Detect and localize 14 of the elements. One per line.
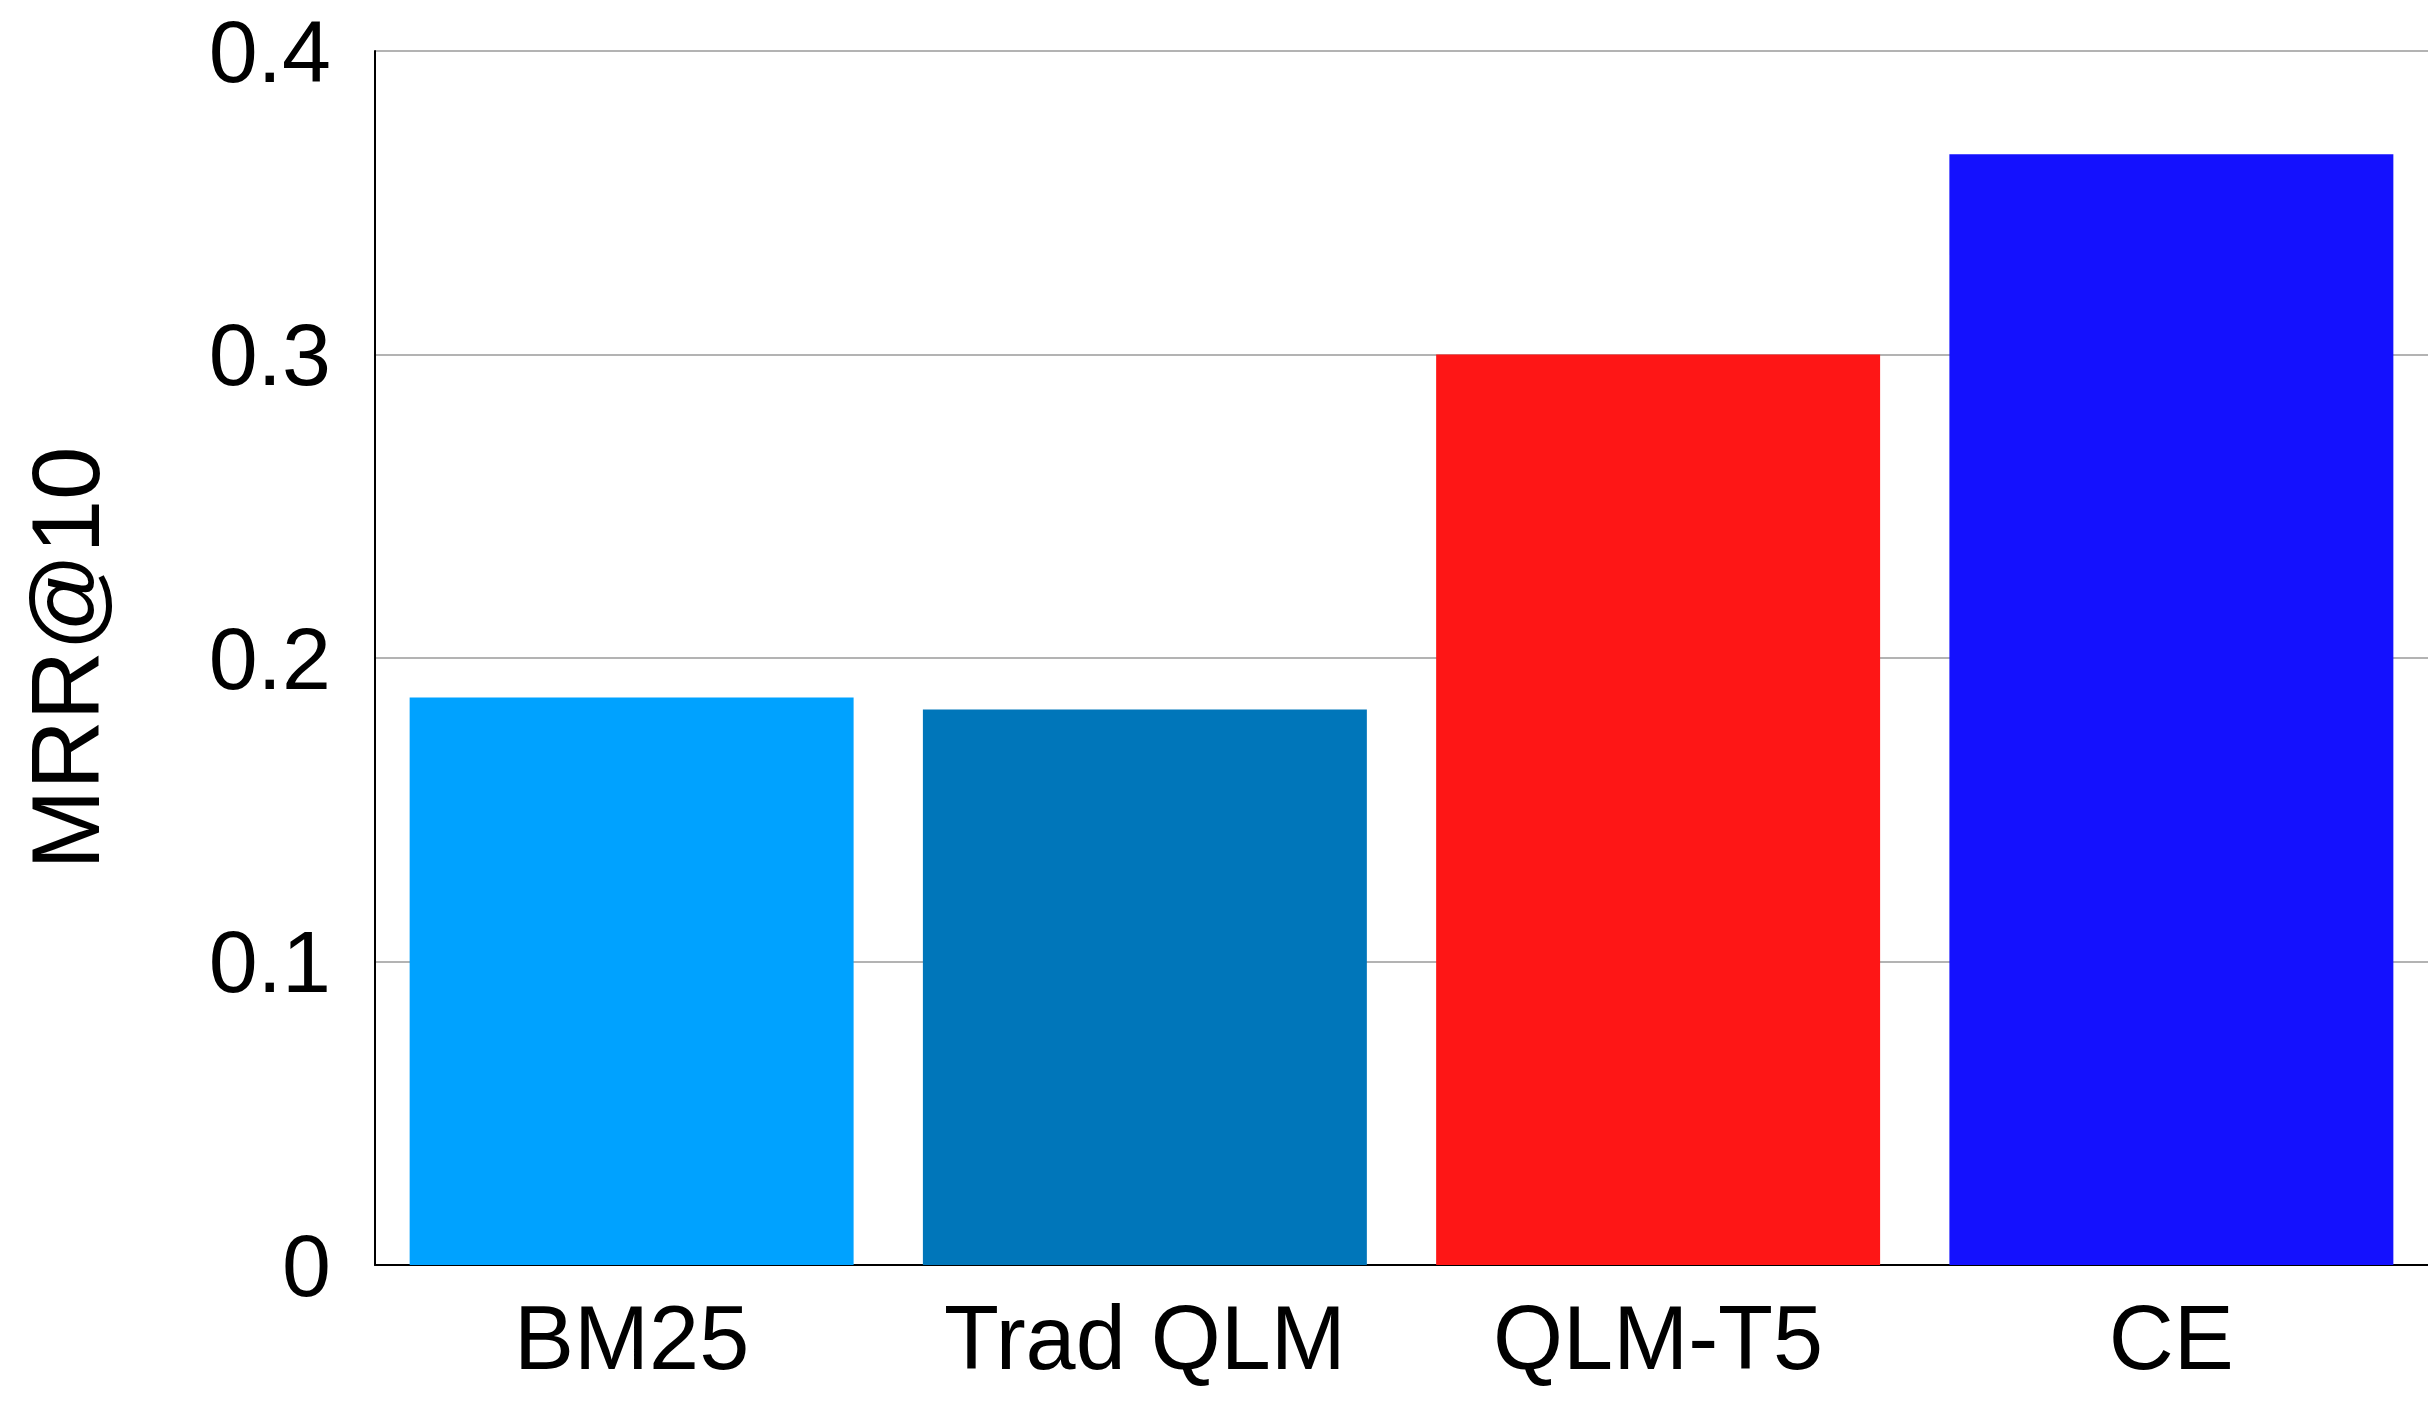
bar bbox=[1949, 154, 2394, 1265]
bar bbox=[1436, 354, 1881, 1265]
y-tick-label: 0.1 bbox=[208, 912, 331, 1011]
x-tick-label: QLM-T5 bbox=[1493, 1288, 1824, 1388]
y-tick-label: 0.3 bbox=[208, 305, 331, 404]
y-tick-label: 0 bbox=[282, 1215, 331, 1315]
bar bbox=[922, 709, 1367, 1265]
bar bbox=[409, 697, 854, 1265]
y-tick-label: 0.4 bbox=[208, 1, 331, 101]
y-axis-title: MRR@10 bbox=[11, 446, 119, 870]
x-tick-label: BM25 bbox=[514, 1288, 750, 1388]
y-tick-label: 0.2 bbox=[208, 608, 331, 708]
x-tick-label: CE bbox=[2108, 1288, 2234, 1388]
x-tick-label: Trad QLM bbox=[944, 1288, 1346, 1388]
